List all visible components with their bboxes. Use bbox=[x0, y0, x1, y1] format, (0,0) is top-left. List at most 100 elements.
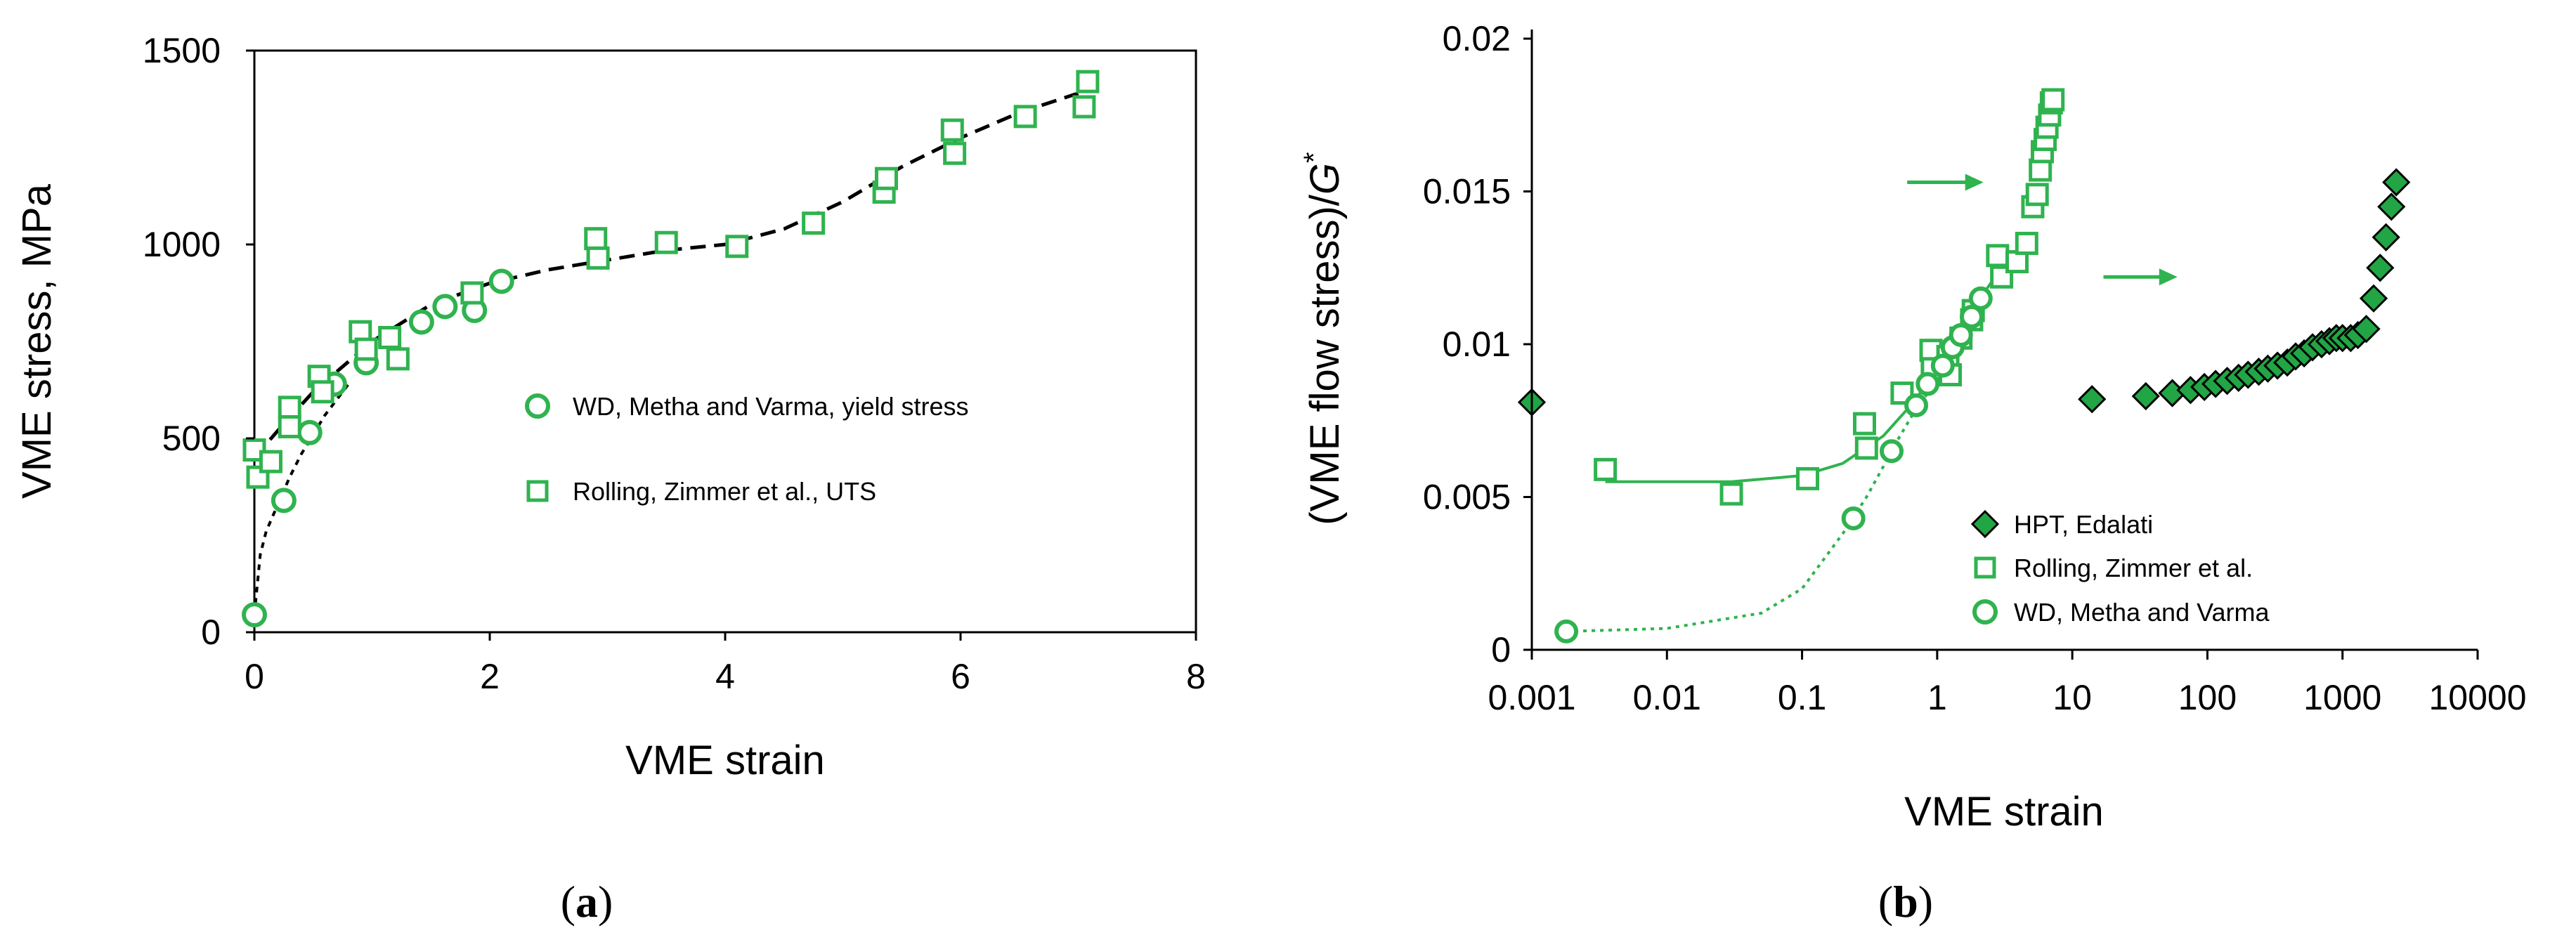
panel-a-point-rolling bbox=[1013, 105, 1037, 129]
panel-b-markers bbox=[1517, 88, 2411, 643]
panel-b-point-wd bbox=[1904, 393, 1929, 417]
panel-b: 0.001 0.01 0.1 1 10 100 1000 10000 00.0050.010.… bbox=[1299, 19, 2527, 927]
panel-a-x-tick-label: 6 bbox=[951, 657, 970, 696]
panel-b-point-wd bbox=[1949, 322, 1973, 347]
panel-b-point-hpt bbox=[2078, 385, 2107, 414]
panel-a-point-rolling bbox=[874, 166, 898, 190]
panel-a: 0 2 4 6 8 0 500 1000 1500 VME strain VME stress… bbox=[14, 31, 1206, 927]
panel-b-point-hpt bbox=[2352, 315, 2381, 344]
panel-a-point-rolling bbox=[654, 230, 678, 254]
panel-b-point-rolling bbox=[1719, 482, 1743, 506]
panel-a-y-ticks: 0 500 1000 1500 bbox=[143, 31, 254, 652]
panel-b-point-hpt bbox=[2382, 168, 2411, 197]
panel-a-legend-label-rolling: Rolling, Zimmer et al., UTS bbox=[573, 477, 876, 506]
panel-b-x-tick-label: 1000 bbox=[2303, 678, 2381, 717]
panel-a-fit-line bbox=[253, 91, 1079, 459]
panel-a-x-tick-label: 0 bbox=[245, 657, 264, 696]
panel-a-point-rolling bbox=[1076, 70, 1100, 93]
panel-a-point-wd bbox=[432, 294, 458, 320]
panel-a-legend: WD, Metha and Varma, yield stress Rollin… bbox=[525, 392, 969, 506]
panel-b-point-hpt bbox=[2377, 192, 2406, 221]
panel-a-fit-line bbox=[253, 383, 350, 615]
panel-a-legend-circle-marker bbox=[525, 393, 550, 419]
panel-a-point-rolling bbox=[943, 141, 967, 165]
panel-b-fit-line bbox=[1566, 379, 1939, 633]
panel-b-x-tick-label: 10000 bbox=[2428, 678, 2526, 717]
panel-a-point-rolling bbox=[378, 325, 402, 349]
panel-a-x-tick-label: 2 bbox=[480, 657, 500, 696]
panel-b-point-rolling bbox=[1854, 436, 1878, 460]
panel-b-point-rolling bbox=[2041, 88, 2065, 112]
panel-b-x-tick-label: 0.001 bbox=[1488, 678, 1575, 717]
panel-b-caption: (b) bbox=[1878, 877, 1933, 927]
panel-b-point-wd bbox=[1554, 619, 1579, 643]
panel-b-point-rolling bbox=[2015, 231, 2038, 255]
panel-a-point-rolling bbox=[311, 380, 334, 404]
panel-b-x-tick-label: 100 bbox=[2178, 678, 2237, 717]
panel-b-point-hpt bbox=[2131, 381, 2160, 411]
panel-b-legend-diamond-marker bbox=[1970, 509, 2000, 539]
panel-a-point-rolling bbox=[586, 246, 610, 270]
panel-b-legend-square-marker bbox=[1974, 556, 1996, 579]
panel-b-point-wd bbox=[1880, 439, 1904, 464]
panel-a-fit-lines bbox=[253, 91, 1079, 615]
panel-b-point-rolling bbox=[2025, 183, 2049, 207]
panel-b-annotations bbox=[1907, 174, 2178, 286]
panel-a-point-wd bbox=[488, 268, 514, 294]
panel-b-legend-circle-marker bbox=[1972, 599, 1998, 625]
panel-a-y-tick-label: 1000 bbox=[143, 225, 221, 264]
panel-a-point-rolling bbox=[278, 414, 301, 438]
panel-b-point-wd bbox=[1968, 286, 1993, 310]
panel-a-point-rolling bbox=[460, 281, 484, 305]
panel-a-y-tick-label: 1500 bbox=[143, 31, 221, 70]
panel-a-point-rolling bbox=[386, 347, 410, 371]
panel-a-legend-square-marker bbox=[526, 480, 549, 502]
panel-b-point-wd bbox=[1959, 304, 1984, 329]
panel-b-x-tick-label: 0.01 bbox=[1633, 678, 1701, 717]
panel-b-arrow-head bbox=[1965, 174, 1984, 191]
panel-b-point-rolling bbox=[1796, 466, 1820, 490]
panel-b-x-ticks: 0.001 0.01 0.1 1 10 100 1000 10000 bbox=[1488, 650, 2527, 717]
panel-a-markers bbox=[242, 70, 1100, 628]
panel-a-point-rolling bbox=[354, 337, 378, 361]
panel-b-y-axis-label: (VME flow stress)/G* bbox=[1299, 152, 1348, 525]
panel-b-y-tick-label: 0.015 bbox=[1423, 172, 1511, 211]
panel-b-point-hpt bbox=[2366, 254, 2395, 282]
panel-a-point-rolling bbox=[278, 395, 301, 419]
panel-a-y-tick-label: 500 bbox=[162, 419, 221, 458]
panel-b-point-wd bbox=[1915, 372, 1940, 396]
panel-a-x-axis-label: VME strain bbox=[625, 738, 825, 783]
panel-b-point-rolling bbox=[1990, 265, 2014, 289]
panel-a-legend-label-wd: WD, Metha and Varma, yield stress bbox=[573, 392, 969, 421]
panel-a-point-rolling bbox=[725, 235, 749, 259]
panel-b-y-tick-label: 0 bbox=[1491, 630, 1511, 669]
panel-a-point-rolling bbox=[802, 211, 826, 235]
panel-a-x-ticks: 0 2 4 6 8 bbox=[245, 632, 1206, 696]
panel-a-point-rolling bbox=[246, 465, 270, 489]
panel-b-legend-label-hpt: HPT, Edalati bbox=[2014, 510, 2153, 539]
panel-b-point-rolling bbox=[1986, 244, 2010, 268]
panel-b-x-tick-label: 10 bbox=[2053, 678, 2092, 717]
panel-b-y-tick-label: 0.02 bbox=[1443, 19, 1511, 58]
panel-a-point-rolling bbox=[584, 227, 608, 251]
panel-a-x-tick-label: 8 bbox=[1186, 657, 1206, 696]
panel-b-point-wd bbox=[1841, 506, 1866, 530]
panel-a-x-tick-label: 4 bbox=[715, 657, 735, 696]
panel-b-legend-label-wd: WD, Metha and Varma bbox=[2014, 598, 2270, 627]
panel-b-y-tick-label: 0.01 bbox=[1443, 325, 1511, 364]
panel-a-caption: (a) bbox=[561, 877, 613, 927]
panel-a-y-axis-label: VME stress, MPa bbox=[14, 183, 60, 499]
panel-a-point-wd bbox=[408, 309, 434, 335]
panel-a-point-rolling bbox=[259, 450, 282, 473]
panel-b-x-tick-label: 1 bbox=[1927, 678, 1947, 717]
panel-a-point-rolling bbox=[1072, 95, 1096, 119]
panel-b-legend: HPT, Edalati Rolling, Zimmer et al. WD, … bbox=[1970, 509, 2270, 627]
panel-a-point-wd bbox=[297, 419, 323, 445]
panel-b-point-rolling bbox=[1594, 457, 1618, 481]
panel-b-legend-label-rolling: Rolling, Zimmer et al. bbox=[2014, 554, 2253, 582]
panel-b-arrow-head bbox=[2159, 268, 2178, 286]
panel-b-x-axis-label: VME strain bbox=[1904, 789, 2104, 835]
panel-b-y-tick-label: 0.005 bbox=[1423, 478, 1511, 517]
panel-a-point-rolling bbox=[940, 118, 964, 142]
